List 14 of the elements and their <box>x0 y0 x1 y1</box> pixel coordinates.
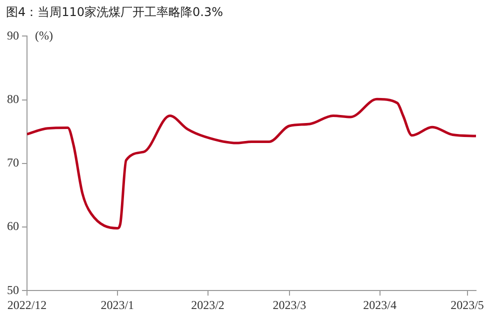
x-tick-label: 2023/1 <box>100 298 134 312</box>
x-tick-label: 2023/3 <box>272 298 306 312</box>
x-tick-label: 2023/2 <box>191 298 224 312</box>
x-tick-label: 2022/12 <box>7 298 47 312</box>
y-axis-title: (%) <box>35 28 53 42</box>
chart-title: 图4：当周110家洗煤厂开工率略降0.3% <box>6 4 224 21</box>
y-tick-label: 90 <box>7 28 19 42</box>
y-tick-label: 60 <box>7 219 19 234</box>
y-tick-label: 50 <box>7 282 19 297</box>
line-series <box>27 98 476 230</box>
x-tick-label: 2023/4 <box>363 298 396 312</box>
x-tick-label: 2023/5 <box>450 298 484 312</box>
y-tick-label: 80 <box>7 92 19 106</box>
y-tick-label: 70 <box>7 156 19 170</box>
